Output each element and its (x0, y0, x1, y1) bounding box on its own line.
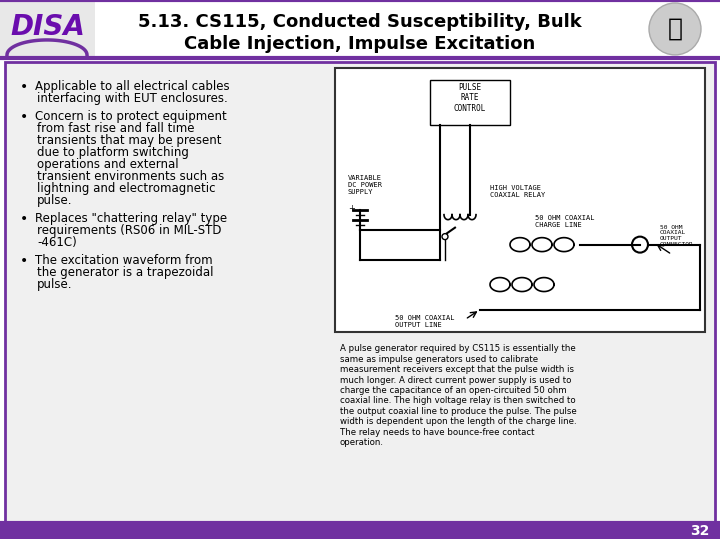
Text: the generator is a trapezoidal: the generator is a trapezoidal (37, 266, 214, 279)
Text: 50 OHM COAXIAL
CHARGE LINE: 50 OHM COAXIAL CHARGE LINE (535, 215, 595, 228)
Text: 50 OHM COAXIAL
OUTPUT LINE: 50 OHM COAXIAL OUTPUT LINE (395, 314, 454, 327)
FancyBboxPatch shape (0, 523, 720, 539)
Text: from fast rise and fall time: from fast rise and fall time (37, 122, 194, 135)
Text: pulse.: pulse. (37, 278, 73, 291)
Text: The excitation waveform from: The excitation waveform from (35, 254, 212, 267)
Text: HIGH VOLTAGE
COAXIAL RELAY: HIGH VOLTAGE COAXIAL RELAY (490, 185, 545, 198)
Text: VARIABLE
DC POWER
SUPPLY: VARIABLE DC POWER SUPPLY (348, 175, 382, 195)
Text: •: • (20, 110, 28, 124)
Text: lightning and electromagnetic: lightning and electromagnetic (37, 182, 215, 195)
Polygon shape (0, 0, 95, 58)
FancyBboxPatch shape (430, 80, 510, 125)
Text: -461C): -461C) (37, 235, 77, 248)
Text: Replaces "chattering relay" type: Replaces "chattering relay" type (35, 212, 227, 225)
Circle shape (632, 237, 648, 253)
Text: PULSE
RATE
CONTROL: PULSE RATE CONTROL (454, 83, 486, 113)
Text: Applicable to all electrical cables: Applicable to all electrical cables (35, 80, 230, 93)
Text: •: • (20, 254, 28, 268)
Text: interfacing with EUT enclosures.: interfacing with EUT enclosures. (37, 92, 228, 105)
Text: transient environments such as: transient environments such as (37, 170, 224, 183)
Text: Concern is to protect equipment: Concern is to protect equipment (35, 110, 227, 123)
Text: A pulse generator required by CS115 is essentially the
same as impulse generator: A pulse generator required by CS115 is e… (340, 345, 577, 447)
Text: operations and external: operations and external (37, 158, 179, 171)
Text: 32: 32 (690, 524, 710, 538)
Text: 50 OHM
COAXIAL
OUTPUT
CONNECTOR: 50 OHM COAXIAL OUTPUT CONNECTOR (660, 225, 694, 247)
Text: transients that may be present: transients that may be present (37, 134, 222, 147)
Text: •: • (20, 80, 28, 94)
Text: 5.13. CS115, Conducted Susceptibility, Bulk: 5.13. CS115, Conducted Susceptibility, B… (138, 13, 582, 31)
FancyBboxPatch shape (335, 68, 705, 333)
Text: +: + (348, 204, 355, 213)
FancyBboxPatch shape (0, 0, 720, 58)
FancyBboxPatch shape (5, 62, 715, 523)
Circle shape (442, 234, 448, 240)
Text: requirements (RS06 in MIL-STD: requirements (RS06 in MIL-STD (37, 224, 222, 237)
Text: 🔵: 🔵 (667, 17, 683, 41)
Circle shape (649, 3, 701, 55)
Text: Cable Injection, Impulse Excitation: Cable Injection, Impulse Excitation (184, 35, 536, 53)
Text: •: • (20, 212, 28, 226)
Text: due to platform switching: due to platform switching (37, 146, 189, 159)
Text: DISA: DISA (10, 13, 85, 41)
Text: pulse.: pulse. (37, 194, 73, 207)
